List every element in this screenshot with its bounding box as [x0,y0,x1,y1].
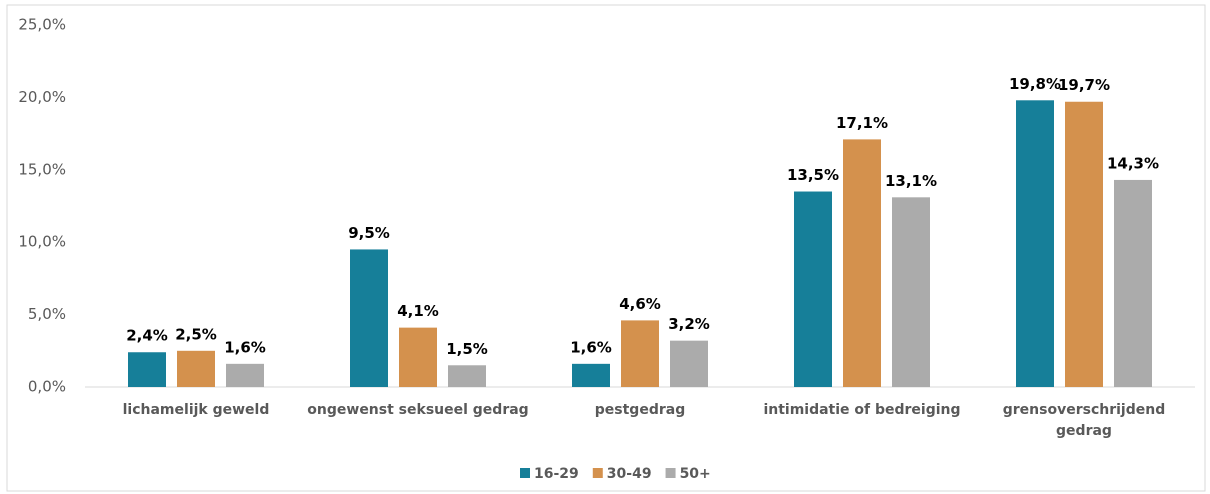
y-tick-label: 5,0% [28,305,66,323]
data-label: 13,5% [787,166,839,184]
y-tick-label: 15,0% [18,160,66,178]
data-label: 4,6% [619,295,661,313]
bar [226,363,264,387]
data-label: 17,1% [836,114,888,132]
x-tick-label: lichamelijk geweld [122,402,270,418]
data-label: 19,8% [1009,75,1061,93]
x-tick-label: grensoverschrijdend gedrag [1002,402,1166,439]
data-label: 4,1% [397,302,439,320]
chart-frame [6,4,1206,492]
bar [572,363,610,387]
y-tick-label: 25,0% [18,16,66,34]
bar [1065,101,1103,387]
bar [177,350,215,387]
y-tick-label: 20,0% [18,88,66,106]
legend-label: 16-29 [534,466,579,482]
y-tick-label: 10,0% [18,233,66,251]
data-label: 19,7% [1058,76,1110,94]
bar [892,197,930,387]
legend-swatch [520,468,530,478]
bar [670,340,708,387]
x-tick-label: ongewenst seksueel gedrag [307,402,529,418]
data-label: 1,6% [570,338,612,356]
bar [350,249,388,387]
data-label: 13,1% [885,172,937,190]
data-label: 1,6% [224,338,266,356]
data-label: 9,5% [348,224,390,242]
bar [794,191,832,387]
legend-swatch [665,468,676,478]
data-label: 1,5% [446,340,488,358]
bar [448,365,486,387]
y-tick-label: 0,0% [28,378,66,396]
legend-label: 30-49 [607,466,652,482]
bar [621,320,659,387]
legend-swatch [592,468,603,478]
bar [843,139,881,387]
x-tick-label: intimidatie of bedreiging [763,402,961,418]
data-label: 14,3% [1107,154,1159,172]
data-label: 2,5% [175,325,217,343]
bar [1016,100,1054,388]
data-label: 2,4% [126,327,168,345]
bar [128,352,166,387]
bar [1114,179,1152,387]
legend-label: 50+ [680,466,711,482]
x-tick-label: pestgedrag [594,402,686,418]
data-label: 3,2% [668,315,710,333]
bar [399,327,437,387]
